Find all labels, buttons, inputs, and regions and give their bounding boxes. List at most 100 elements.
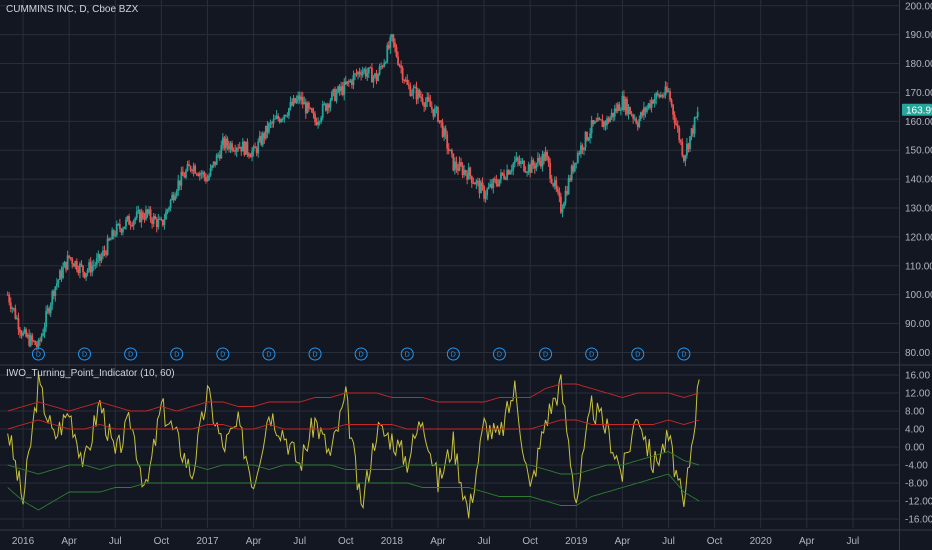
candle-body bbox=[135, 211, 138, 218]
candle-body bbox=[636, 123, 639, 127]
candle-body bbox=[335, 92, 338, 101]
candle-body bbox=[284, 114, 287, 116]
candle-body bbox=[306, 102, 309, 114]
candle-body bbox=[271, 122, 273, 124]
dividend-marker-circle bbox=[677, 347, 691, 361]
candle-body bbox=[23, 329, 26, 333]
candle-body bbox=[550, 178, 553, 184]
x-tick-label: Apr bbox=[246, 536, 262, 547]
candle-body bbox=[117, 224, 120, 226]
candle-body bbox=[673, 114, 676, 124]
candle-body bbox=[22, 332, 24, 336]
candle-body bbox=[114, 234, 117, 236]
candle-body bbox=[340, 86, 343, 92]
candle-body bbox=[412, 87, 415, 94]
candle-body bbox=[283, 114, 286, 119]
candle-body bbox=[575, 162, 578, 164]
y-tick-label: 160.00 bbox=[905, 117, 932, 128]
candle-body bbox=[211, 165, 213, 169]
candle-body bbox=[326, 104, 329, 111]
x-tick-label: Apr bbox=[430, 536, 446, 547]
candle-body bbox=[407, 84, 410, 86]
candle-body bbox=[327, 104, 330, 108]
candle-body bbox=[387, 45, 390, 49]
y-tick-label: 100.00 bbox=[905, 290, 932, 301]
candle-body bbox=[317, 122, 320, 125]
candle-body bbox=[25, 329, 28, 337]
candle-body bbox=[380, 66, 383, 68]
candle-body bbox=[39, 340, 41, 342]
candle-body bbox=[692, 128, 694, 134]
indicator-line bbox=[7, 373, 700, 519]
candle-body bbox=[109, 239, 112, 241]
x-tick-label: 2019 bbox=[565, 536, 588, 547]
indicator-tick-label: -8.00 bbox=[905, 479, 928, 490]
candle-body bbox=[621, 95, 624, 110]
candle-body bbox=[530, 160, 533, 173]
candle-body bbox=[627, 106, 630, 115]
candle-body bbox=[315, 121, 318, 125]
candle-body bbox=[389, 37, 392, 49]
candle-body bbox=[523, 160, 525, 172]
candle-body bbox=[500, 172, 502, 180]
candle-body bbox=[195, 173, 198, 175]
candle-body bbox=[94, 264, 97, 266]
candle-body bbox=[592, 120, 595, 124]
candle-body bbox=[547, 156, 550, 163]
candle-body bbox=[610, 112, 613, 118]
candle-body bbox=[666, 86, 668, 92]
candle-body bbox=[80, 263, 83, 266]
candle-body bbox=[684, 155, 687, 161]
candle-body bbox=[518, 160, 521, 164]
x-tick-label: Jul bbox=[109, 536, 122, 547]
dividend-marker-label: D bbox=[543, 352, 548, 359]
candle-body bbox=[394, 42, 396, 48]
candle-body bbox=[463, 170, 465, 175]
dividend-marker-circle bbox=[78, 347, 92, 361]
dividend-marker-label: D bbox=[359, 352, 364, 359]
candle-body bbox=[45, 311, 48, 327]
candle-body bbox=[686, 143, 688, 156]
candle-body bbox=[244, 141, 247, 155]
candle-body bbox=[526, 172, 529, 174]
candle-body bbox=[449, 149, 452, 151]
indicator-tick-label: 12.00 bbox=[905, 389, 930, 400]
candle-body bbox=[544, 152, 547, 161]
candle-body bbox=[527, 164, 530, 173]
dividend-marker-circle bbox=[170, 347, 184, 361]
candle-body bbox=[417, 90, 419, 100]
candle-body bbox=[225, 138, 227, 149]
candle-body bbox=[623, 95, 625, 111]
candle-body bbox=[324, 103, 327, 111]
candle-body bbox=[255, 148, 258, 154]
candle-body bbox=[334, 89, 336, 101]
candle-body bbox=[343, 81, 346, 95]
candle-body bbox=[361, 71, 364, 76]
candle-body bbox=[644, 107, 647, 112]
candle-body bbox=[440, 120, 442, 123]
x-tick-label: 2016 bbox=[12, 536, 35, 547]
candle-body bbox=[480, 182, 482, 194]
y-tick-label: 170.00 bbox=[905, 88, 932, 99]
candle-body bbox=[218, 154, 221, 159]
candle-body bbox=[85, 273, 87, 278]
y-tick-label: 190.00 bbox=[905, 30, 932, 41]
candle-body bbox=[429, 100, 432, 107]
candle-body bbox=[649, 103, 651, 108]
candle-body bbox=[32, 340, 35, 342]
candle-body bbox=[208, 175, 210, 180]
candle-body bbox=[102, 250, 104, 257]
candle-body bbox=[323, 103, 326, 105]
dividend-marker-circle bbox=[446, 347, 460, 361]
candle-body bbox=[624, 98, 627, 111]
candle-body bbox=[426, 97, 429, 103]
dividend-marker-label: D bbox=[36, 352, 41, 359]
candle-body bbox=[581, 145, 584, 151]
candle-body bbox=[638, 118, 641, 127]
candle-body bbox=[437, 107, 439, 122]
candle-body bbox=[553, 180, 556, 187]
candle-body bbox=[675, 123, 678, 125]
candle-body bbox=[521, 160, 524, 162]
candle-body bbox=[616, 104, 619, 112]
